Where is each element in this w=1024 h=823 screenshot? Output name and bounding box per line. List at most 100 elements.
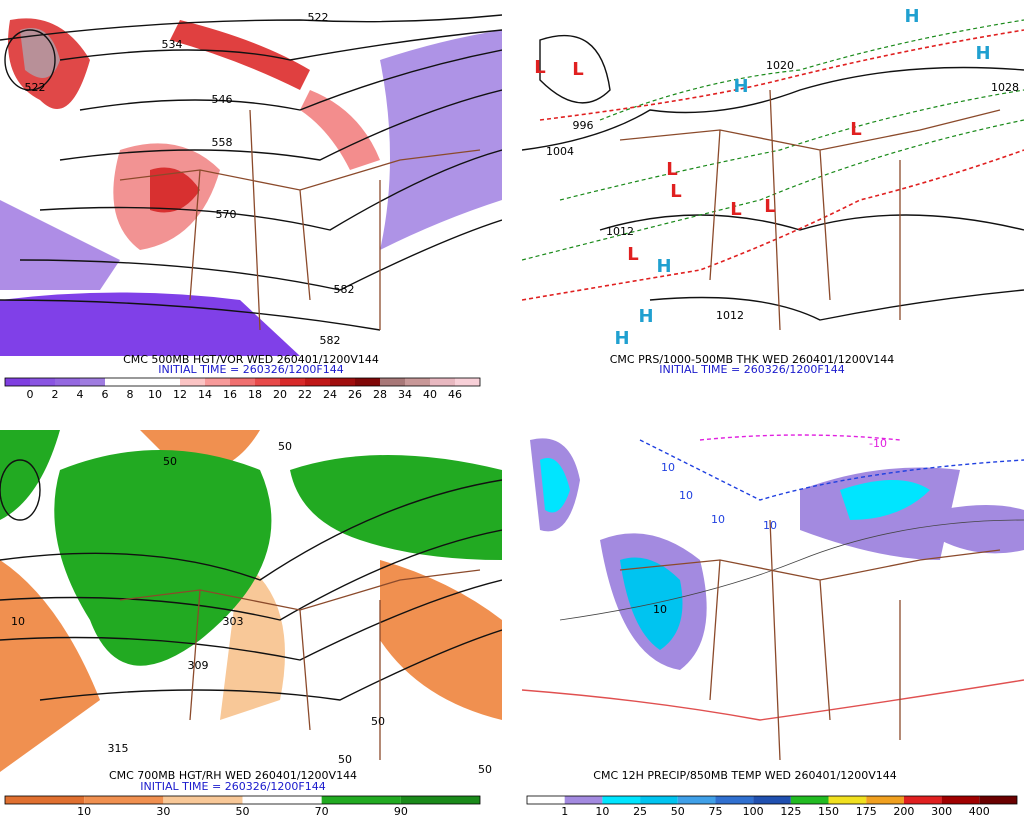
colorbar-swatch (355, 378, 380, 386)
panel-caption: CMC PRS/1000-500MB THK WED 260401/1200V1… (610, 353, 895, 366)
contour-label: 558 (212, 136, 233, 149)
pressure-center: L (850, 119, 861, 140)
colorbar-label: 10 (77, 805, 91, 818)
map-pressure-thickness (522, 12, 1024, 356)
panel-caption: CMC 12H PRECIP/850MB TEMP WED 260401/120… (593, 769, 896, 782)
colorbar-swatch (828, 796, 867, 804)
contour-label: -10 (869, 437, 887, 450)
contour-label: 1012 (606, 225, 634, 238)
colorbar-swatch (105, 378, 130, 386)
map-precip (522, 430, 1024, 772)
colorbar-swatch (305, 378, 330, 386)
colorbar-label: 24 (323, 388, 337, 401)
contour-label: 996 (573, 119, 594, 132)
colorbar-label: 200 (893, 805, 914, 818)
contour-label: 309 (188, 659, 209, 672)
contour-label: 10 (679, 489, 693, 502)
colorbar-swatch (941, 796, 980, 804)
colorbar-label: 75 (708, 805, 722, 818)
colorbar-swatch (400, 796, 480, 804)
pressure-center: H (614, 328, 629, 349)
colorbar-label: 50 (236, 805, 250, 818)
contour-label: 303 (223, 615, 244, 628)
map-500mb (0, 12, 502, 356)
contour-label: 315 (108, 742, 129, 755)
colorbar-label: 300 (931, 805, 952, 818)
contour-label: 570 (216, 208, 237, 221)
colorbar-label: 100 (743, 805, 764, 818)
colorbar-label: 90 (394, 805, 408, 818)
colorbar-swatch (677, 796, 716, 804)
colorbar-label: 0 (27, 388, 34, 401)
colorbar-label: 6 (102, 388, 109, 401)
contour-label: 10 (11, 615, 25, 628)
colorbar-label: 30 (156, 805, 170, 818)
colorbar-swatch (163, 796, 243, 804)
colorbar-swatch (180, 378, 205, 386)
pressure-center: L (627, 244, 638, 265)
pressure-center: L (666, 159, 677, 180)
colorbar-label: 10 (595, 805, 609, 818)
colorbar-swatch (242, 796, 322, 804)
colorbar-swatch (527, 796, 565, 804)
colorbar-swatch (255, 378, 280, 386)
contour-label: 50 (478, 763, 492, 776)
pressure-center: H (733, 76, 748, 97)
contour-label: 50 (338, 753, 352, 766)
pressure-center: H (638, 306, 653, 327)
colorbar-swatch (753, 796, 791, 804)
pressure-center: H (904, 6, 919, 27)
initial-time: INITIAL TIME = 260326/1200F144 (659, 363, 844, 376)
contour-label: 1012 (716, 309, 744, 322)
colorbar-swatch (330, 378, 355, 386)
contour-label: 546 (212, 93, 233, 106)
contour-label: 10 (763, 519, 777, 532)
colorbar-swatch (405, 378, 430, 386)
colorbar-swatch (84, 796, 164, 804)
contour-label: 1028 (991, 81, 1019, 94)
initial-time: INITIAL TIME = 260326/1200F144 (158, 363, 343, 376)
colorbar-swatch (5, 378, 30, 386)
colorbar-label: 34 (398, 388, 412, 401)
contour-label: 1020 (766, 59, 794, 72)
colorbar-swatch (903, 796, 942, 804)
pressure-center: L (764, 196, 775, 217)
colorbar-swatch (979, 796, 1017, 804)
contour-label: 522 (308, 11, 329, 24)
colorbar-swatch (130, 378, 155, 386)
panel-caption: CMC 700MB HGT/RH WED 260401/1200V144 (109, 769, 357, 782)
colorbar-swatch (55, 378, 80, 386)
colorbar-label: 70 (315, 805, 329, 818)
map-700mb (0, 430, 502, 772)
colorbar-swatch (602, 796, 641, 804)
pressure-center: H (656, 256, 671, 277)
colorbar-label: 1 (561, 805, 568, 818)
contour-label: 10 (661, 461, 675, 474)
colorbar-label: 25 (633, 805, 647, 818)
colorbar-swatch (155, 378, 180, 386)
colorbar-swatch (430, 378, 455, 386)
pressure-center: L (534, 57, 545, 78)
colorbar-frame (526, 795, 1018, 805)
colorbar-label: 400 (969, 805, 990, 818)
colorbar-swatch (30, 378, 55, 386)
colorbar-label: 175 (856, 805, 877, 818)
colorbar-swatch (280, 378, 305, 386)
pressure-center: L (670, 181, 681, 202)
contour-label: 10 (653, 603, 667, 616)
colorbar-label: 20 (273, 388, 287, 401)
contour-label: 1004 (546, 145, 574, 158)
colorbar-swatch (455, 378, 480, 386)
colorbar-swatch (321, 796, 401, 804)
contour-label: 582 (320, 334, 341, 347)
pressure-center: L (572, 59, 583, 80)
colorbar-label: 2 (52, 388, 59, 401)
colorbar-swatch (715, 796, 754, 804)
pressure-center: H (975, 43, 990, 64)
colorbar-label: 10 (148, 388, 162, 401)
pressure-center: L (730, 199, 741, 220)
colorbar-swatch (564, 796, 603, 804)
colorbar-label: 14 (198, 388, 212, 401)
contour-label: 50 (278, 440, 292, 453)
colorbar-label: 8 (127, 388, 134, 401)
